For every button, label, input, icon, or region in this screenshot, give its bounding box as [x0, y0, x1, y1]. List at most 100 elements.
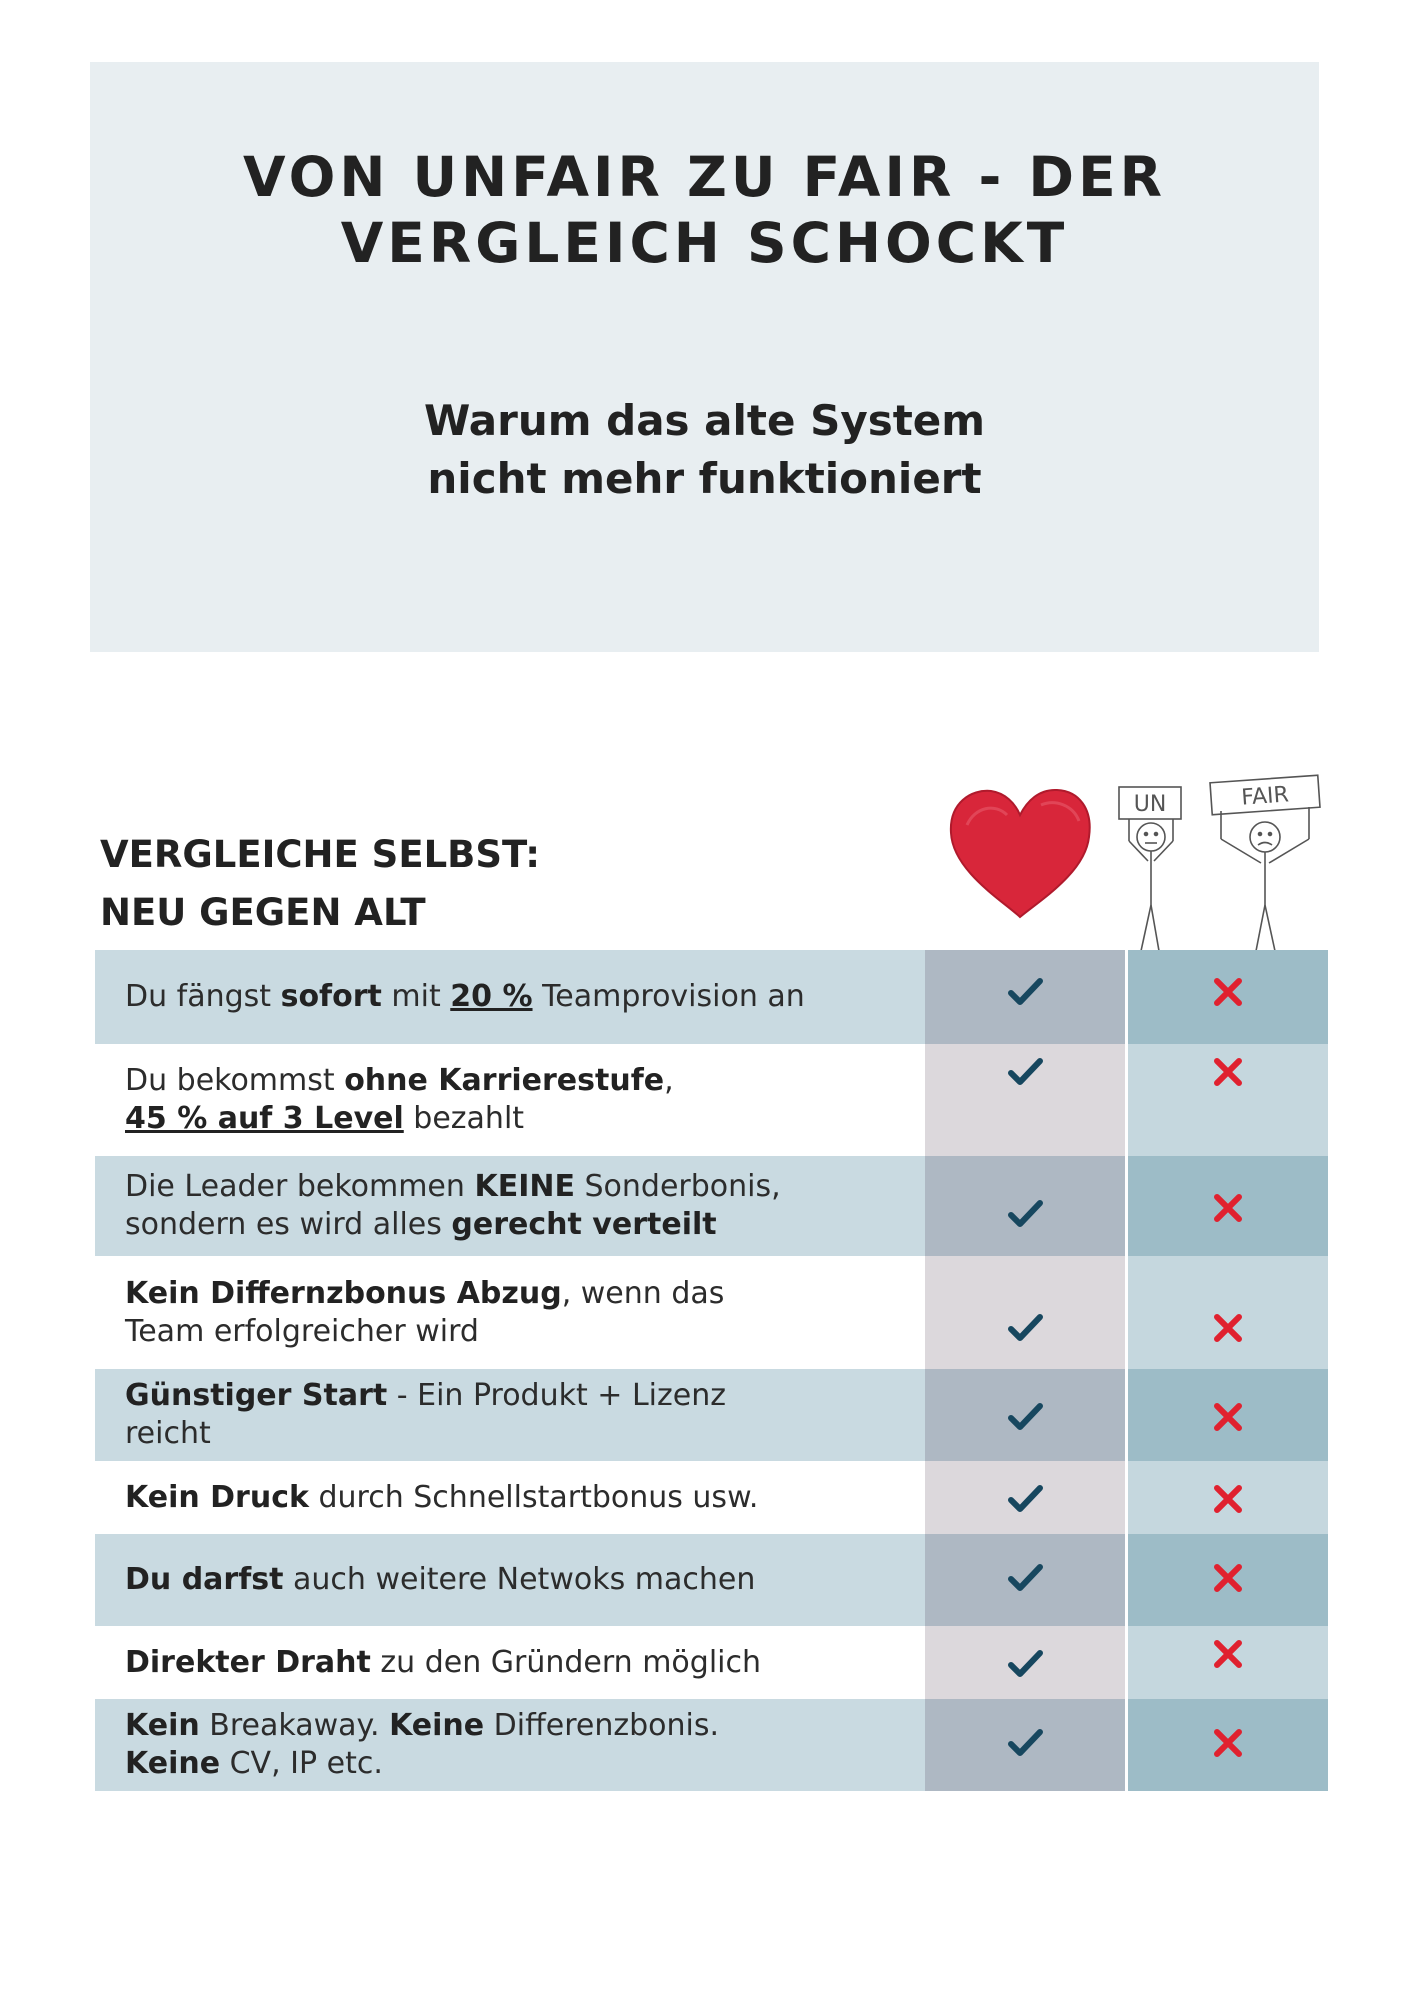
row-statement-line: Direkter Draht zu den Gründern möglich [125, 1644, 895, 1682]
check-icon [1005, 1644, 1045, 1684]
statement-emphasis: Kein Druck [125, 1479, 309, 1515]
statement-emphasis: sofort [280, 979, 382, 1014]
cross-icon [1208, 1308, 1248, 1348]
row-statement-line: Team erfolgreicher wird [125, 1313, 895, 1351]
cross-icon [1208, 1052, 1248, 1092]
row-statement-line: reicht [125, 1415, 895, 1453]
row-statement: Du bekommst ohne Karrierestufe, 45 % auf … [95, 1044, 925, 1156]
sign-fair-label: FAIR [1241, 782, 1290, 810]
row-statement-line: Die Leader bekommen KEINE Sonderbonis, [125, 1168, 895, 1206]
statement-emphasis: ohne Karrierestufe [344, 1063, 665, 1098]
cross-icon [1208, 1397, 1248, 1437]
statement-emphasis: Kein Differnzbonus Abzug [125, 1275, 562, 1311]
old-system-cell [1128, 1534, 1328, 1626]
row-statement-line: 45 % auf 3 Level bezahlt [125, 1100, 895, 1138]
row-statement: Die Leader bekommen KEINE Sonderbonis, so… [95, 1156, 925, 1256]
statement-text: Team erfolgreicher wird [125, 1313, 479, 1349]
statement-underlined: 45 % auf 3 Level [125, 1101, 404, 1136]
table-row: Kein Differnzbonus Abzug, wenn das Team e… [95, 1256, 1328, 1369]
table-row: Kein Druck durch Schnellstartbonus usw. [95, 1461, 1328, 1534]
row-statement-line: Du darfst auch weitere Netwoks machen [125, 1561, 895, 1599]
page-subtitle: Warum das alte System nicht mehr funktio… [90, 392, 1319, 508]
table-row: Du darfst auch weitere Netwoks machen [95, 1534, 1328, 1626]
statement-text: durch Schnellstartbonus usw. [308, 1479, 759, 1515]
statement-text: Breakaway. [199, 1708, 390, 1743]
cross-icon [1208, 1479, 1248, 1519]
row-statement-line: Kein Breakaway. Keine Differenzbonis. [125, 1707, 895, 1745]
row-statement-line: Kein Druck durch Schnellstartbonus usw. [125, 1479, 895, 1517]
statement-text: Du bekommst [125, 1063, 345, 1098]
heart-icon [949, 788, 1091, 919]
statement-underlined: 20 % [450, 979, 533, 1014]
page-subtitle-line-1: Warum das alte System [423, 396, 986, 445]
table-row: Du bekommst ohne Karrierestufe, 45 % auf … [95, 1044, 1328, 1156]
old-system-cell [1128, 1626, 1328, 1699]
row-statement: Günstiger Start - Ein Produkt + Lizenz re… [95, 1369, 925, 1461]
new-system-cell [925, 1044, 1125, 1156]
new-system-cell [925, 1461, 1125, 1534]
new-system-cell [925, 950, 1125, 1044]
check-icon [1005, 1723, 1045, 1763]
statement-text: Sonderbonis, [574, 1169, 781, 1204]
check-icon [1005, 1194, 1045, 1234]
old-system-cell [1128, 1699, 1328, 1791]
statement-text: bezahlt [403, 1101, 525, 1136]
statement-emphasis: KEINE [474, 1169, 575, 1204]
row-statement: Direkter Draht zu den Gründern möglich [95, 1626, 925, 1699]
statement-text: auch weitere Netwoks machen [283, 1562, 756, 1597]
row-statement: Kein Breakaway. Keine Differenzbonis. Kei… [95, 1699, 925, 1791]
check-icon [1005, 1052, 1045, 1092]
statement-emphasis: Kein [125, 1708, 200, 1743]
statement-emphasis: Keine [125, 1746, 221, 1781]
cross-icon [1208, 1188, 1248, 1228]
sign-un-label: UN [1134, 792, 1167, 817]
table-row: Du fängst sofort mit 20 % Teamprovision … [95, 950, 1328, 1044]
page-subtitle-line-2: nicht mehr funktioniert [427, 454, 982, 503]
old-system-cell [1128, 1156, 1328, 1256]
unfair-fair-figures-icon: UN FAIR [1118, 774, 1321, 952]
statement-emphasis: Direkter Draht [125, 1644, 371, 1680]
old-system-cell [1128, 1044, 1328, 1156]
check-icon [1005, 1558, 1045, 1598]
statement-text: Teamprovision an [532, 979, 805, 1014]
check-icon [1005, 1479, 1045, 1519]
statement-emphasis: Keine [389, 1708, 485, 1743]
check-icon [1005, 1308, 1045, 1348]
row-statement-line: sondern es wird alles gerecht verteilt [125, 1206, 895, 1244]
new-system-cell [925, 1256, 1125, 1369]
row-statement: Kein Druck durch Schnellstartbonus usw. [95, 1461, 925, 1534]
new-system-cell [925, 1534, 1125, 1626]
row-statement-line: Du bekommst ohne Karrierestufe, [125, 1062, 895, 1100]
statement-text: CV, IP etc. [220, 1746, 383, 1781]
new-system-cell [925, 1699, 1125, 1791]
statement-text: reicht [125, 1416, 211, 1451]
old-system-cell [1128, 950, 1328, 1044]
statement-text: sondern es wird alles [125, 1207, 452, 1242]
statement-text: Differenzbonis. [484, 1708, 720, 1743]
new-system-cell [925, 1369, 1125, 1461]
comparison-table: Du fängst sofort mit 20 % Teamprovision … [95, 950, 1328, 1791]
check-icon [1005, 972, 1045, 1012]
statement-text: zu den Gründern möglich [370, 1644, 762, 1680]
statement-text: Die Leader bekommen [125, 1169, 475, 1204]
old-system-cell [1128, 1256, 1328, 1369]
statement-text: , [664, 1063, 674, 1098]
hero-banner: VON UNFAIR ZU FAIR - DER VERGLEICH SCHOC… [90, 62, 1319, 652]
row-statement: Du fängst sofort mit 20 % Teamprovision … [95, 950, 925, 1044]
comparison-heading-line-2: NEU GEGEN ALT [100, 891, 426, 934]
old-system-cell [1128, 1369, 1328, 1461]
row-statement-line: Du fängst sofort mit 20 % Teamprovision … [125, 978, 895, 1016]
statement-emphasis: Günstiger Start [125, 1378, 388, 1413]
statement-emphasis: Du darfst [125, 1562, 284, 1597]
table-row: Günstiger Start - Ein Produkt + Lizenz re… [95, 1369, 1328, 1461]
new-system-cell [925, 1626, 1125, 1699]
cross-icon [1208, 1558, 1248, 1598]
statement-text: , wenn das [561, 1275, 725, 1311]
table-row: Direkter Draht zu den Gründern möglich [95, 1626, 1328, 1699]
row-statement-line: Günstiger Start - Ein Produkt + Lizenz [125, 1377, 895, 1415]
check-icon [1005, 1397, 1045, 1437]
statement-text: mit [381, 979, 451, 1014]
statement-text: Du fängst [125, 979, 281, 1014]
new-system-cell [925, 1156, 1125, 1256]
table-row: Die Leader bekommen KEINE Sonderbonis, so… [95, 1156, 1328, 1256]
